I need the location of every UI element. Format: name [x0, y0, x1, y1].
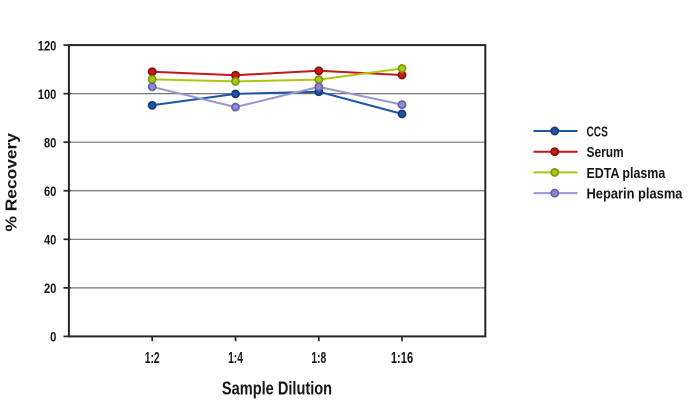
svg-text:% Recovery: % Recovery: [2, 132, 20, 231]
svg-text:100: 100: [38, 86, 57, 103]
svg-text:1:2: 1:2: [145, 349, 160, 367]
svg-text:Serum: Serum: [587, 144, 624, 161]
svg-text:1:4: 1:4: [228, 349, 243, 367]
svg-text:EDTA plasma: EDTA plasma: [587, 164, 666, 182]
svg-text:40: 40: [44, 231, 56, 248]
svg-text:20: 20: [44, 280, 56, 297]
svg-text:1:8: 1:8: [311, 349, 326, 367]
svg-text:Sample Dilution: Sample Dilution: [222, 378, 332, 399]
svg-text:CCS: CCS: [587, 122, 609, 140]
svg-text:120: 120: [38, 37, 57, 54]
svg-text:1:16: 1:16: [391, 349, 414, 366]
svg-text:60: 60: [44, 183, 56, 200]
svg-text:80: 80: [44, 134, 56, 151]
svg-text:Heparin plasma: Heparin plasma: [587, 185, 683, 202]
svg-text:0: 0: [50, 328, 56, 345]
